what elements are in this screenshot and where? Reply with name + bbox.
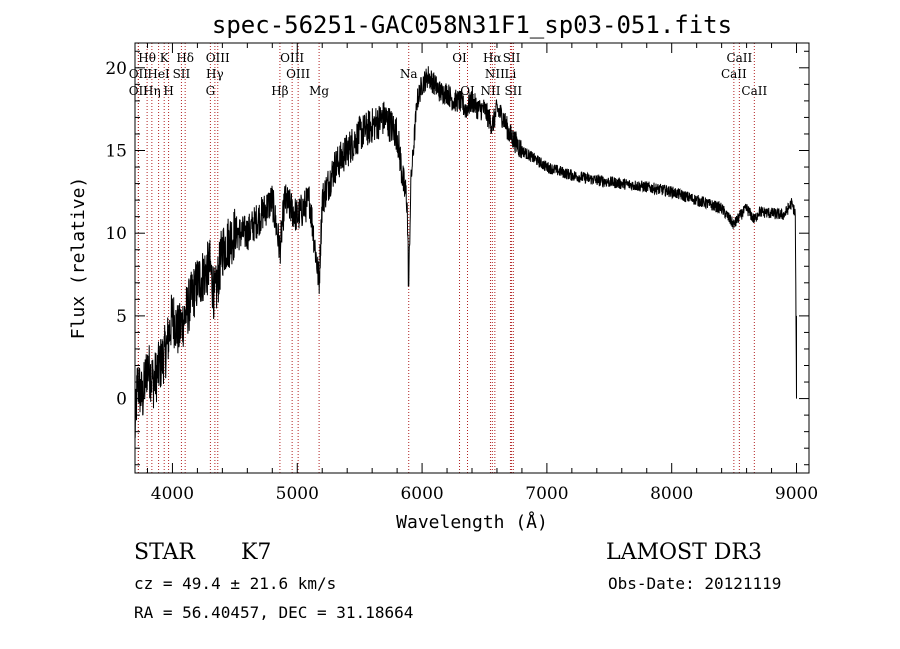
x-tick-label: 7000 <box>525 484 568 504</box>
line-marker-label: HeI <box>147 67 170 81</box>
spectrum-line <box>134 66 797 438</box>
survey-name: LAMOST DR3 <box>606 540 762 565</box>
x-tick-label: 5000 <box>276 484 319 504</box>
line-marker-label: CaII <box>726 51 752 65</box>
line-marker-label: Hβ <box>271 84 288 98</box>
line-marker-label: Hα <box>483 51 502 65</box>
line-marker-label: OI <box>460 84 475 98</box>
redshift-velocity: cz = 49.4 ± 21.6 km/s <box>134 574 337 593</box>
line-marker-label: G <box>206 84 216 98</box>
line-marker-label: NII <box>480 84 500 98</box>
x-tick-label: 8000 <box>650 484 693 504</box>
line-marker-label: SII <box>173 67 191 81</box>
line-marker-label: OIII <box>206 51 230 65</box>
line-marker-label: Hθ <box>138 51 156 65</box>
line-marker-label: NII <box>485 67 505 81</box>
x-tick-label: 4000 <box>151 484 194 504</box>
x-tick-label: 9000 <box>775 484 818 504</box>
coordinates: RA = 56.40457, DEC = 31.18664 <box>134 603 414 622</box>
x-tick-label: 6000 <box>400 484 443 504</box>
chart-title: spec-56251-GAC058N31F1_sp03-051.fits <box>212 11 732 39</box>
y-tick-label: 0 <box>116 390 127 410</box>
object-class: STAR <box>134 540 195 565</box>
y-axis-label: Flux (relative) <box>68 177 89 340</box>
line-marker-label: CaII <box>721 67 747 81</box>
line-marker-label: CaII <box>741 84 767 98</box>
y-tick-label: 20 <box>105 59 127 79</box>
spectral-subclass: K7 <box>241 540 272 565</box>
y-tick-label: 10 <box>105 224 127 244</box>
line-markers <box>137 43 755 473</box>
line-marker-label: K <box>160 51 170 65</box>
line-marker-label: OIII <box>280 51 304 65</box>
observation-date: Obs-Date: 20121119 <box>608 574 782 593</box>
line-marker-label: Hδ <box>176 51 194 65</box>
y-tick-label: 15 <box>105 142 127 162</box>
line-marker-label: Hη <box>143 84 161 98</box>
line-marker-label: H <box>163 84 173 98</box>
y-tick-label: 5 <box>116 307 127 327</box>
x-axis-label: Wavelength (Å) <box>396 511 548 533</box>
line-marker-label: Mg <box>309 84 329 98</box>
line-marker-label: Hγ <box>206 67 224 81</box>
line-marker-label: SII <box>504 84 522 98</box>
line-marker-label: Li <box>505 67 517 81</box>
line-marker-label: Na <box>400 67 418 81</box>
axis-ticks: 4000 5000 6000 7000 8000 9000 0 5 10 15 20 <box>105 43 818 504</box>
line-marker-label: OII <box>129 67 149 81</box>
line-marker-label: OI <box>452 51 467 65</box>
line-marker-label: OIII <box>286 67 310 81</box>
line-marker-label: SII <box>503 51 521 65</box>
line-marker-label: OII <box>129 84 149 98</box>
